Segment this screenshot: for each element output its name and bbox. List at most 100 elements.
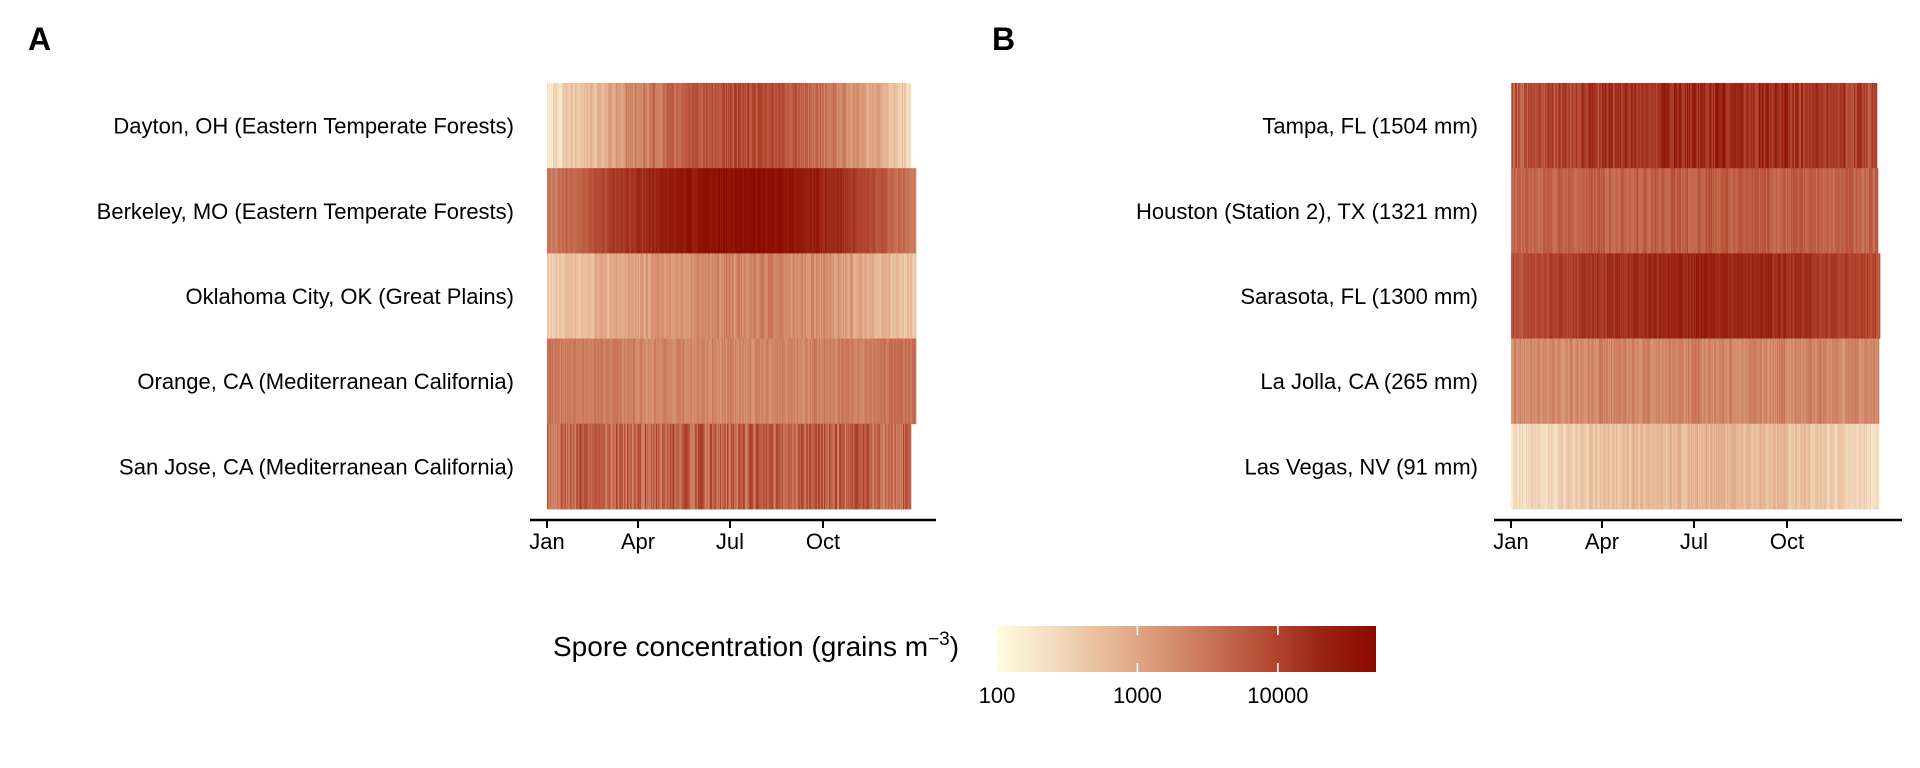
heatmap-cell: [1626, 168, 1628, 254]
heatmap-cell: [863, 168, 865, 254]
heatmap-cell: [1765, 83, 1768, 169]
heatmap-cell: [1651, 83, 1653, 169]
heatmap-cell: [796, 423, 799, 510]
heatmap-cell: [742, 83, 744, 169]
heatmap-cell: [1797, 168, 1799, 254]
heatmap-cell: [696, 423, 698, 510]
heatmap-cell: [621, 338, 624, 425]
heatmap-cell: [1605, 168, 1607, 254]
heatmap-cell: [907, 338, 910, 425]
heatmap-cell: [642, 423, 644, 510]
heatmap-cell: [892, 253, 895, 339]
heatmap-cell: [1647, 83, 1649, 169]
heatmap-cell: [1876, 168, 1879, 254]
heatmap-cell: [1726, 168, 1728, 254]
heatmap-cell: [814, 338, 817, 425]
heatmap-cell: [815, 168, 818, 254]
heatmap-cell: [1534, 83, 1536, 169]
heatmap-cell: [879, 168, 881, 254]
heatmap-cell: [1659, 83, 1661, 169]
heatmap-cell: [646, 253, 648, 339]
heatmap-cell: [1658, 168, 1660, 254]
heatmap-cell: [1644, 168, 1646, 254]
heatmap-cell: [776, 338, 778, 425]
heatmap-cell: [893, 83, 896, 169]
heatmap-cell: [609, 423, 612, 510]
heatmap-cell: [1653, 338, 1655, 425]
heatmap-cell: [600, 253, 602, 339]
heatmap-cell: [1626, 83, 1628, 169]
heatmap-cell: [1826, 338, 1828, 425]
heatmap-cell: [844, 338, 846, 425]
heatmap-cell: [657, 83, 659, 169]
heatmap-cell: [1777, 168, 1780, 254]
heatmap-cell: [826, 83, 828, 169]
heatmap-cell: [599, 168, 601, 254]
heatmap-cell: [867, 83, 869, 169]
heatmap-cell: [619, 83, 622, 169]
heatmap-cell: [748, 423, 750, 510]
heatmap-cell: [1538, 253, 1540, 339]
heatmap-cell: [810, 338, 813, 425]
heatmap-cell: [1766, 83, 1769, 169]
heatmap-cell: [1772, 83, 1775, 169]
heatmap-cell: [776, 83, 778, 169]
heatmap-cell: [1628, 338, 1630, 425]
heatmap-cell: [1667, 423, 1670, 510]
heatmap-cell: [1618, 168, 1620, 254]
heatmap-cell: [871, 253, 873, 339]
heatmap-cell: [1696, 423, 1698, 510]
heatmap-cell: [904, 83, 907, 169]
heatmap-cell: [568, 253, 570, 339]
heatmap-cell: [1525, 168, 1527, 254]
heatmap-cell: [594, 423, 596, 510]
heatmap-cell: [1566, 83, 1568, 169]
heatmap-cell: [720, 338, 723, 425]
heatmap-cell: [805, 423, 808, 510]
heatmap-cell: [635, 253, 638, 339]
heatmap-cell: [857, 83, 859, 169]
heatmap-cell: [1748, 253, 1750, 339]
heatmap-cell: [1810, 253, 1812, 339]
heatmap-cell: [1799, 83, 1801, 169]
heatmap-cell: [1700, 168, 1702, 254]
heatmap-cell: [834, 338, 836, 425]
heatmap-cell: [1700, 253, 1702, 339]
heatmap-cell: [1619, 168, 1621, 254]
heatmap-cell: [816, 83, 819, 169]
heatmap-cell: [804, 168, 807, 254]
heatmap-cell: [763, 253, 765, 339]
heatmap-cell: [1648, 423, 1650, 510]
heatmap-cell: [1597, 338, 1600, 425]
heatmap-cell: [625, 253, 628, 339]
heatmap-cell: [803, 253, 806, 339]
heatmap-cell: [678, 83, 680, 169]
heatmap-cell: [1562, 338, 1564, 425]
heatmap-cell: [1720, 253, 1722, 339]
heatmap-cell: [802, 338, 805, 425]
heatmap-cell: [839, 168, 841, 254]
heatmap-cell: [1801, 83, 1803, 169]
heatmap-cell: [739, 253, 741, 339]
heatmap-cell: [890, 253, 893, 339]
heatmap-cell: [1585, 423, 1588, 510]
heatmap-cell: [1687, 253, 1690, 339]
heatmap-cell: [1873, 338, 1876, 425]
heatmap-cell: [689, 338, 691, 425]
heatmap-cell: [746, 338, 748, 425]
heatmap-cell: [1788, 83, 1790, 169]
heatmap-cell: [667, 423, 669, 510]
heatmap-cell: [1592, 253, 1595, 339]
heatmap-cell: [729, 423, 732, 510]
heatmap-cell: [612, 253, 615, 339]
heatmap-cell: [1660, 168, 1662, 254]
heatmap-cell: [827, 423, 829, 510]
heatmap-cell: [1832, 253, 1834, 339]
heatmap-cell: [1816, 423, 1818, 510]
heatmap-cell: [573, 423, 575, 510]
heatmap-cell: [1698, 423, 1700, 510]
heatmap-cell: [1783, 338, 1786, 425]
heatmap-cell: [1860, 83, 1863, 169]
heatmap-cell: [558, 423, 560, 510]
heatmap-cell: [1844, 168, 1846, 254]
